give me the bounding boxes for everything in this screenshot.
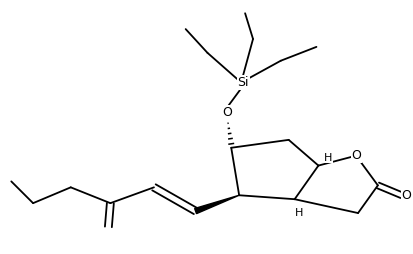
Text: O: O (401, 189, 411, 202)
Text: Si: Si (237, 76, 248, 89)
Polygon shape (194, 195, 239, 214)
Text: H: H (323, 153, 332, 163)
Text: H: H (294, 208, 302, 218)
Text: O: O (222, 106, 232, 119)
Text: O: O (350, 149, 360, 162)
